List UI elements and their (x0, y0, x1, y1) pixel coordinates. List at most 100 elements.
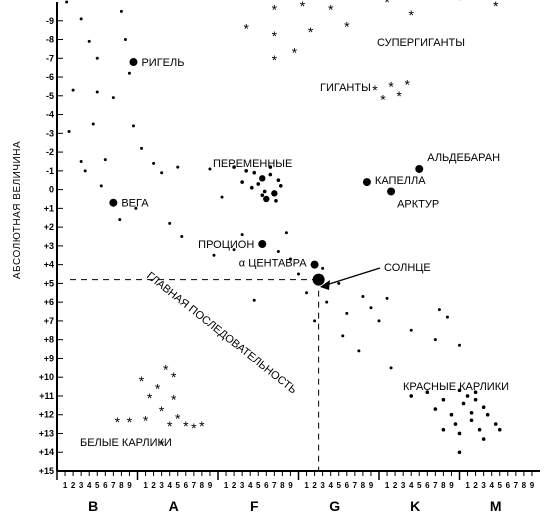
red-dwarf-star (461, 401, 466, 406)
main-sequence-star (321, 266, 325, 270)
x-class-label: K (410, 498, 420, 514)
x-subclass-label: 5 (176, 481, 181, 490)
white-dwarf-star: * (159, 403, 165, 419)
variable-star (260, 193, 265, 198)
x-subclass-label: 2 (473, 481, 478, 490)
main-sequence-star (288, 257, 292, 261)
variable-star (268, 172, 273, 177)
y-tick-label: 0 (49, 185, 54, 195)
y-tick-label: -1 (46, 166, 54, 176)
giant-star: * (404, 77, 410, 93)
x-subclass-label: 2 (393, 481, 398, 490)
main-sequence-star (168, 221, 172, 225)
x-subclass-label: 1 (143, 481, 148, 490)
main-sequence-star (212, 253, 216, 257)
main-sequence-star (123, 38, 127, 42)
x-class-label: A (169, 498, 179, 514)
variable-star (256, 182, 261, 186)
main-sequence-star (361, 295, 365, 299)
x-subclass-label: 9 (127, 481, 132, 490)
y-tick-label: -4 (46, 110, 54, 120)
y-tick-label: +4 (44, 260, 54, 270)
white-dwarf-star: * (183, 418, 189, 434)
y-tick-label: +10 (39, 372, 54, 382)
red-dwarf-star (457, 450, 462, 455)
x-subclass-label: 3 (159, 481, 164, 490)
main-sequence-star (67, 129, 71, 133)
region-label-giants: ГИГАНТЫ (320, 82, 371, 94)
x-subclass-label: 2 (151, 481, 156, 490)
red-dwarf-star (441, 427, 446, 432)
x-subclass-label: 3 (79, 481, 84, 490)
x-subclass-label: 9 (449, 481, 454, 490)
region-label-white-dwarfs: БЕЛЫЕ КАРЛИКИ (80, 437, 172, 449)
y-tick-label: +15 (39, 466, 54, 476)
supergiant-star: * (344, 18, 350, 34)
x-subclass-label: 8 (522, 481, 527, 490)
red-dwarf-star (469, 411, 474, 415)
main-sequence-star (91, 122, 95, 126)
main-sequence-star (71, 88, 75, 92)
white-dwarf-star: * (199, 418, 205, 434)
x-subclass-label: 6 (264, 481, 269, 490)
red-dwarf-star (453, 422, 458, 426)
sun-marker (312, 273, 325, 286)
sun-guides (70, 279, 320, 471)
x-subclass-label: 5 (95, 481, 100, 490)
variable-star (263, 195, 270, 203)
supergiant-star: * (412, 0, 418, 6)
x-subclass-label: 4 (87, 481, 92, 490)
white-dwarf-star: * (163, 362, 169, 378)
main-sequence-star (176, 165, 180, 169)
named-star-marker (310, 260, 319, 269)
x-subclass-label: 3 (320, 481, 325, 490)
main-sequence-star (208, 167, 212, 171)
main-sequence-star (325, 300, 329, 304)
main-sequence-star (95, 90, 99, 94)
main-sequence-star (65, 0, 69, 4)
x-subclass-label: 6 (345, 481, 350, 490)
white-dwarf-star: * (127, 414, 133, 430)
red-dwarf-star (433, 407, 438, 411)
x-subclass-label: 3 (401, 481, 406, 490)
white-dwarf-star: * (171, 392, 177, 408)
x-subclass-label: 5 (256, 481, 261, 490)
x-subclass-label: 1 (465, 481, 470, 490)
main-sequence-star (389, 366, 393, 370)
x-subclass-label: 4 (489, 481, 494, 490)
named-star-marker (129, 58, 138, 67)
white-dwarf-star: * (139, 373, 145, 389)
x-subclass-label: 6 (506, 481, 511, 490)
white-dwarf-star: * (175, 410, 181, 426)
named-star-marker (362, 178, 371, 187)
region-label-red-dwarfs: КРАСНЫЕ КАРЛИКИ (403, 381, 509, 393)
main-sequence-star (437, 308, 441, 312)
red-dwarf-star (457, 388, 462, 393)
x-subclass-label: 5 (498, 481, 503, 490)
x-subclass-label: 3 (481, 481, 486, 490)
main-sequence-star (337, 281, 341, 285)
x-axis-ticks: 1 2 3 4 5 6 7 8 9B1 2 3 4 5 6 7 8 9A1 2 3 4 5 6 7 8 9F1 2 3 4 5 6 7 8 9G… (56, 471, 535, 514)
x-class-label: B (88, 498, 98, 514)
x-subclass-label: 9 (208, 481, 213, 490)
x-subclass-label: 4 (248, 481, 253, 490)
main-sequence-star (160, 171, 164, 175)
x-subclass-label: 9 (288, 481, 293, 490)
white-dwarf-star: * (159, 437, 165, 453)
x-subclass-label: 7 (272, 481, 277, 490)
main-sequence-star (276, 250, 280, 254)
region-label-variables: ПЕРЕМЕННЫЕ (213, 158, 292, 170)
x-class-label: G (329, 498, 340, 514)
main-sequence-star (180, 235, 184, 238)
main-sequence-star (79, 17, 83, 21)
main-sequence-star (385, 296, 389, 300)
variable-star (262, 189, 267, 194)
supergiant-star: * (457, 0, 463, 8)
x-subclass-label: 7 (111, 481, 116, 490)
main-sequence-star (305, 291, 309, 295)
y-tick-label: +9 (44, 353, 54, 363)
x-subclass-label: 7 (514, 481, 519, 490)
main-sequence-star (79, 159, 83, 163)
main-sequence-star (131, 124, 135, 128)
